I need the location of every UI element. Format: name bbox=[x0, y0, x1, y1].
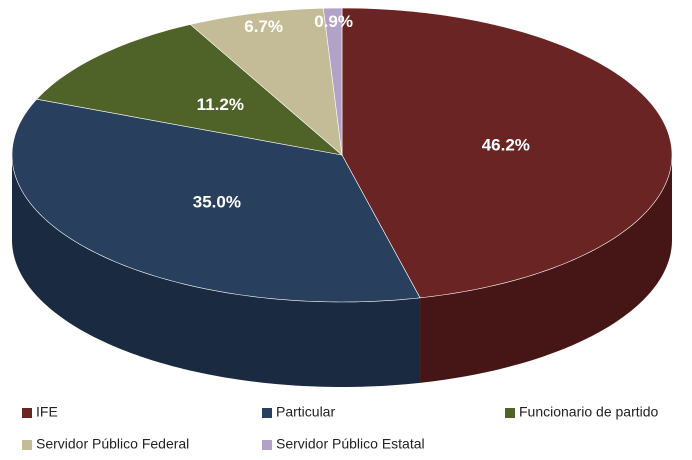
legend-label: IFE bbox=[36, 404, 58, 420]
legend-label: Servidor Público Federal bbox=[36, 436, 189, 452]
value-label: 35.0% bbox=[193, 192, 241, 211]
slice-side bbox=[12, 155, 421, 387]
slice-side bbox=[420, 155, 672, 383]
value-label: 6.7% bbox=[244, 17, 283, 36]
slice bbox=[323, 7, 343, 156]
slice bbox=[341, 7, 673, 299]
legend-swatch bbox=[22, 440, 32, 450]
slice bbox=[36, 24, 344, 156]
slice bbox=[11, 98, 421, 303]
value-label: 0.9% bbox=[314, 12, 353, 31]
slice bbox=[189, 7, 343, 156]
value-label: 46.2% bbox=[482, 136, 530, 155]
legend-swatch bbox=[262, 408, 272, 418]
legend-label: Particular bbox=[276, 404, 335, 420]
legend-swatch bbox=[22, 408, 32, 418]
legend-label: Funcionario de partido bbox=[519, 404, 659, 420]
legend-swatch bbox=[505, 408, 515, 418]
value-label: 11.2% bbox=[197, 95, 244, 114]
legend-swatch bbox=[262, 440, 272, 450]
legend-label: Servidor Público Estatal bbox=[276, 436, 425, 452]
